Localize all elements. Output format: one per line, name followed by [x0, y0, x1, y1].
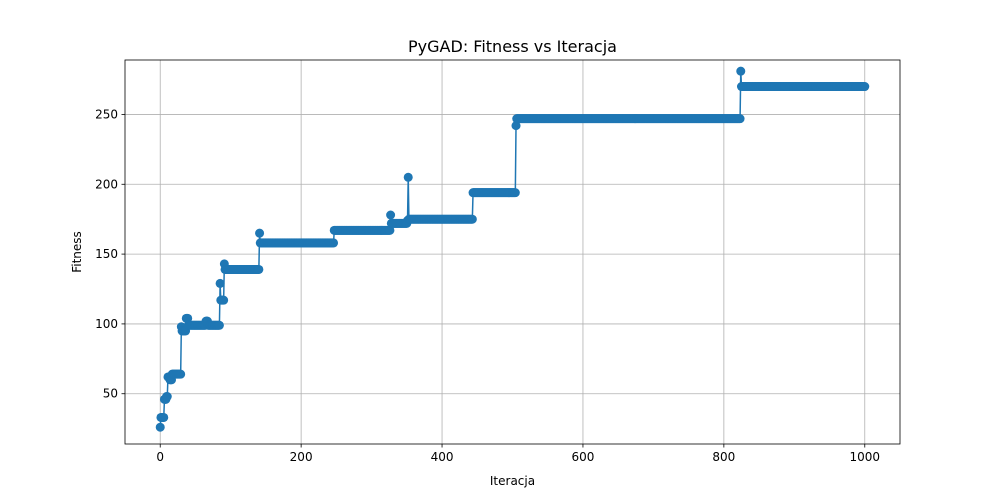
- x-tick-label: 0: [156, 450, 164, 464]
- y-tick-label: 250: [95, 107, 118, 121]
- plot-frame: [124, 59, 901, 445]
- x-axis-ticks: 0 200 400 600 800 1000: [156, 444, 880, 464]
- x-tick-label: 1000: [849, 450, 880, 464]
- data-point: [255, 228, 265, 238]
- x-tick-label: 800: [712, 450, 735, 464]
- chart-title: PyGAD: Fitness vs Iteracja: [408, 37, 617, 56]
- data-point: [183, 313, 193, 323]
- y-tick-label: 200: [95, 177, 118, 191]
- data-point: [176, 369, 186, 379]
- data-point: [510, 188, 520, 198]
- data-point: [219, 295, 229, 305]
- y-tick-label: 100: [95, 317, 118, 331]
- data-point: [860, 82, 870, 92]
- data-point: [511, 121, 521, 131]
- x-axis-label: Iteracja: [490, 474, 535, 488]
- data-point: [215, 278, 225, 288]
- x-tick-label: 400: [431, 450, 454, 464]
- data-point: [159, 412, 169, 422]
- data-point: [735, 114, 745, 124]
- grid: [125, 60, 900, 444]
- data-point: [329, 238, 339, 248]
- y-tick-label: 50: [103, 387, 118, 401]
- series-markers: [155, 66, 870, 432]
- data-point: [386, 210, 396, 220]
- y-axis-ticks: 50 100 150 200 250: [95, 107, 125, 401]
- y-axis-label: Fitness: [70, 231, 84, 273]
- y-tick-label: 150: [95, 247, 118, 261]
- data-point: [162, 392, 172, 402]
- data-point: [254, 264, 264, 274]
- x-tick-label: 600: [572, 450, 595, 464]
- data-point: [736, 66, 746, 76]
- data-point: [467, 214, 477, 224]
- data-point: [214, 320, 224, 330]
- x-tick-label: 200: [290, 450, 313, 464]
- data-point: [155, 422, 165, 432]
- data-point: [385, 225, 395, 235]
- data-point: [403, 172, 413, 182]
